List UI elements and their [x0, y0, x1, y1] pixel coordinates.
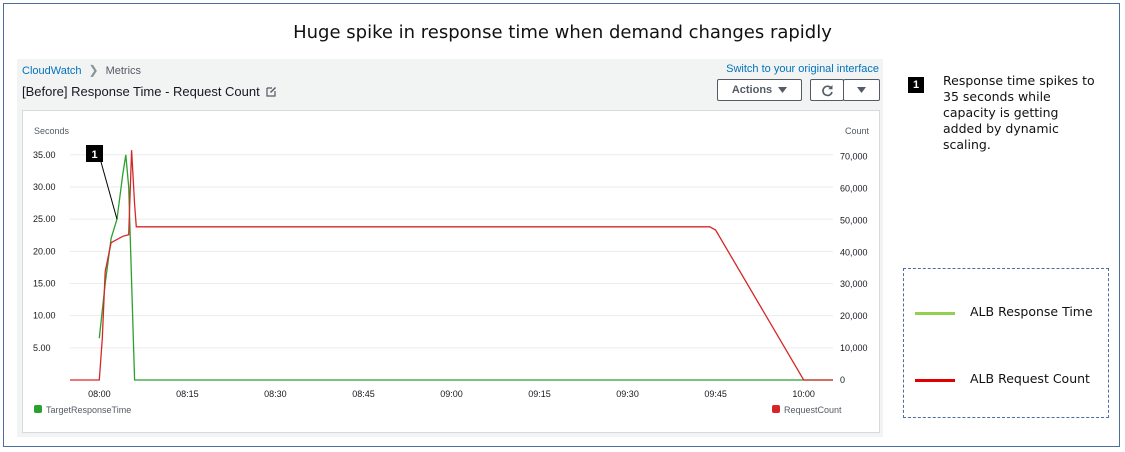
caret-down-icon: [778, 87, 788, 93]
annotation-leader: [100, 161, 118, 220]
x-tick-label: 09:45: [704, 389, 727, 399]
x-tick-label: 09:30: [616, 389, 639, 399]
widget-title: [Before] Response Time - Request Count: [22, 84, 260, 99]
y-left-tick-label: 15.00: [33, 278, 56, 288]
cloudwatch-console: CloudWatch ❯ Metrics Switch to your origin…: [17, 59, 883, 437]
legend-label-target-response-time: TargetResponseTime: [46, 405, 131, 415]
legend-box: ALB Response Time ALB Request Count: [903, 268, 1109, 418]
breadcrumb-metrics: Metrics: [105, 65, 142, 77]
actions-label: Actions: [731, 84, 773, 96]
callout-badge: 1: [908, 77, 924, 93]
y-left-tick-label: 30.00: [33, 182, 56, 192]
caret-down-icon: [857, 87, 866, 93]
x-tick-label: 09:15: [528, 389, 551, 399]
annotation-label: 1: [91, 149, 97, 161]
x-tick-label: 09:00: [440, 389, 463, 399]
y-axis-left-label: Seconds: [34, 126, 70, 136]
refresh-icon: [821, 84, 833, 96]
y-right-tick-label: 50,000: [840, 215, 868, 225]
y-right-tick-label: 0: [840, 375, 845, 385]
refresh-options-button[interactable]: [843, 79, 880, 101]
switch-interface-link[interactable]: Switch to your original interface: [726, 63, 879, 75]
y-left-tick-label: 35.00: [33, 150, 56, 160]
y-right-tick-label: 20,000: [840, 311, 868, 321]
legend-swatch-request-count: [772, 405, 780, 413]
y-axis-right-label: Count: [845, 126, 870, 136]
y-left-tick-label: 5.00: [33, 343, 51, 353]
legend-swatch-response-time: [34, 405, 42, 413]
legend-label-request-count-series: RequestCount: [784, 405, 842, 415]
legend-line-response-time: [915, 312, 955, 315]
refresh-button[interactable]: [810, 79, 844, 101]
series-line-RequestCount: [70, 150, 833, 381]
x-tick-label: 10:00: [792, 389, 815, 399]
legend-line-request-count: [915, 379, 955, 382]
edit-icon[interactable]: [266, 85, 277, 100]
slide-frame: [3, 3, 1120, 447]
x-tick-label: 08:30: [264, 389, 287, 399]
y-right-tick-label: 60,000: [840, 183, 868, 193]
breadcrumb-cloudwatch[interactable]: CloudWatch: [22, 65, 82, 77]
widget-title-row: [Before] Response Time - Request Count: [22, 84, 277, 100]
chevron-right-icon: ❯: [88, 63, 99, 77]
y-left-tick-label: 20.00: [33, 246, 56, 256]
annotation-badge: [86, 145, 103, 162]
line-chart: Seconds Count 5.00 10.00 15.00 20.00 25.00 30.0…: [33, 126, 870, 415]
y-right-tick-label: 30,000: [840, 279, 868, 289]
callout-text: Response time spikes to 35 seconds while…: [943, 73, 1095, 152]
y-right-tick-label: 40,000: [840, 247, 868, 257]
actions-button[interactable]: Actions: [717, 79, 802, 101]
breadcrumb: CloudWatch ❯ Metrics: [22, 63, 141, 77]
chart-panel: Seconds Count 5.00 10.00 15.00 20.00 25.00 30.0…: [22, 110, 880, 433]
y-left-tick-label: 25.00: [33, 214, 56, 224]
legend-label-request-count: ALB Request Count: [970, 371, 1090, 386]
y-right-tick-label: 10,000: [840, 343, 868, 353]
legend-label-response-time: ALB Response Time: [970, 304, 1093, 319]
slide-title: Huge spike in response time when demand …: [293, 22, 832, 43]
series-line-TargetResponseTime: [98, 154, 833, 381]
x-tick-label: 08:00: [88, 389, 111, 399]
x-tick-label: 08:15: [176, 389, 199, 399]
y-left-tick-label: 10.00: [33, 311, 56, 321]
y-right-tick-label: 70,000: [840, 152, 868, 162]
x-tick-label: 08:45: [352, 389, 375, 399]
